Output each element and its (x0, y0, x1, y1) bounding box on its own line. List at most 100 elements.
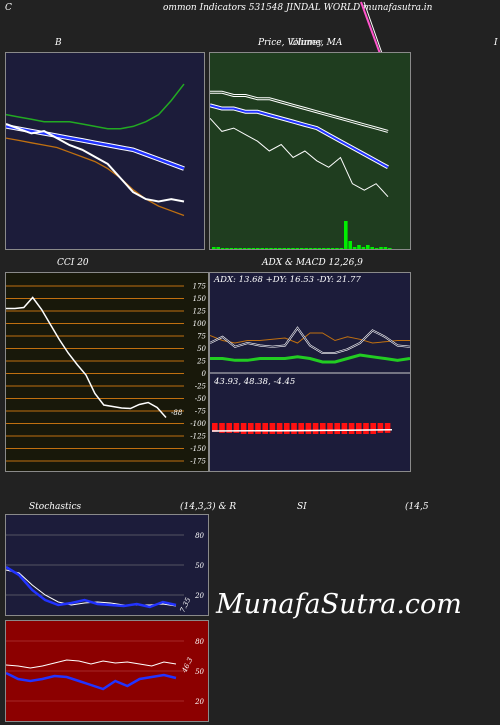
bb-lower-line (6, 137, 185, 217)
rsi-chart: 80 50 20 46.3 (6, 638, 205, 706)
ma-long-outline (210, 90, 389, 133)
volume-bar (256, 248, 260, 249)
macd-bar (219, 423, 225, 433)
macd-bar (334, 423, 340, 434)
macd-bar (233, 423, 240, 433)
stochastics-tick-label: 50 (195, 562, 204, 570)
volume-bar (352, 247, 357, 249)
macd-bar (305, 423, 312, 434)
volume-bars (212, 221, 392, 249)
ma-short-line (210, 104, 389, 169)
volume-bar (286, 248, 291, 249)
macd-bar (284, 423, 290, 434)
cci-tick-label: 100 (193, 320, 207, 328)
volume-bar (295, 248, 300, 249)
adx-minus-di-line (210, 332, 410, 344)
macd-bar (255, 423, 261, 434)
volume-bar (282, 248, 286, 249)
cci-tick-label: 125 (193, 308, 207, 316)
macd-bar (341, 423, 348, 434)
macd-bar (262, 423, 268, 434)
price-ma-overlap-text: Ulimey (290, 38, 323, 48)
macd-bar (291, 423, 297, 434)
volume-bar (269, 248, 273, 249)
adx-macd-chart (210, 326, 410, 434)
macd-histogram (212, 423, 391, 434)
volume-bar (348, 241, 352, 249)
volume-bar (383, 247, 388, 249)
page-title: ommon Indicators 531548 JINDAL WORLD mun… (163, 3, 433, 13)
volume-bar (225, 248, 229, 249)
volume-bar (229, 248, 234, 249)
macd-bar (320, 423, 326, 434)
volume-bar (300, 248, 304, 249)
volume-bar (335, 248, 339, 249)
stochastics-k-line (6, 565, 177, 609)
cci-tick-label: -150 (190, 445, 206, 453)
rsi-line (6, 671, 177, 691)
macd-bar (248, 423, 254, 434)
volume-bar (326, 248, 330, 249)
stochastics-tick-label: 80 (195, 532, 204, 540)
volume-bar (313, 248, 317, 249)
volume-bar (322, 248, 326, 249)
cci-grid: 175 150 125 100 75 50 25 0 -25 -50 -75 -100 -125 -150… (6, 283, 207, 466)
volume-bar (330, 248, 335, 249)
cci-tick-label: 25 (196, 358, 206, 366)
rsi-params: (14,5 (405, 502, 429, 512)
stochastics-chart: 80 50 20 7.35 (6, 532, 205, 614)
stochastics-panel: 80 50 20 7.35 (5, 514, 209, 616)
rsi-tick-label: 20 (194, 698, 204, 706)
stochastics-value-label: 7.35 (179, 596, 193, 614)
volume-bar (251, 248, 256, 249)
cci-tick-label: -50 (195, 395, 207, 403)
volume-bar (242, 248, 247, 249)
adx-plus-di-line (210, 327, 410, 354)
adx-line (210, 353, 410, 364)
macd-bar (370, 423, 376, 434)
volume-bar (361, 247, 366, 249)
volume-bar (374, 248, 379, 249)
macd-bar (226, 423, 232, 433)
cci-tick-label: -100 (190, 420, 206, 428)
cci-tick-label: 75 (197, 333, 206, 341)
macd-bar (384, 423, 391, 433)
volume-bar (366, 245, 370, 249)
stochastics-tick-label: 20 (194, 592, 204, 600)
macd-line (211, 429, 393, 432)
bollinger-title: B (55, 38, 62, 48)
volume-bar (264, 248, 269, 249)
volume-bar (216, 247, 220, 249)
pm-price-line (210, 117, 389, 198)
header-corner-label: C (5, 3, 12, 13)
macd-readout: 43.93, 48.38, -4.45 (214, 377, 296, 387)
cci-tick-label: 150 (193, 295, 207, 303)
bollinger-panel (5, 52, 205, 250)
volume-bar (212, 247, 216, 249)
macd-bar (240, 423, 247, 434)
cci-chart: 175 150 125 100 75 50 25 0 -25 -50 -75 -100 -125 -150… (6, 283, 207, 466)
volume-bar (379, 247, 383, 249)
cci-value-label: -88 (171, 409, 183, 417)
macd-bar (363, 423, 369, 434)
watermark: MunafaSutra.com (216, 589, 462, 620)
cci-title: CCI 20 (57, 258, 89, 268)
right-edge-title: I (494, 38, 498, 48)
macd-bar (269, 423, 276, 434)
volume-bar (308, 248, 313, 249)
rsi-tick-label: 50 (195, 668, 204, 676)
adx-macd-panel: ADX: 13.68 +DY: 16.53 -DY: 21.77 43.93, … (209, 272, 411, 472)
macd-bar (356, 423, 362, 434)
rsi-title: SI (297, 502, 307, 512)
adx-readout: ADX: 13.68 +DY: 16.53 -DY: 21.77 (214, 275, 361, 285)
volume-bar (260, 248, 264, 249)
macd-bar (327, 423, 333, 434)
volume-bar (339, 248, 344, 249)
volume-bar (273, 248, 278, 249)
cci-line (6, 296, 167, 418)
stochastics-grid: 80 50 20 (6, 532, 205, 600)
volume-bar (317, 248, 322, 249)
rsi-mfi-line (6, 659, 177, 669)
stochastics-title: Stochastics (29, 502, 82, 512)
rsi-grid: 80 50 20 (6, 638, 205, 706)
